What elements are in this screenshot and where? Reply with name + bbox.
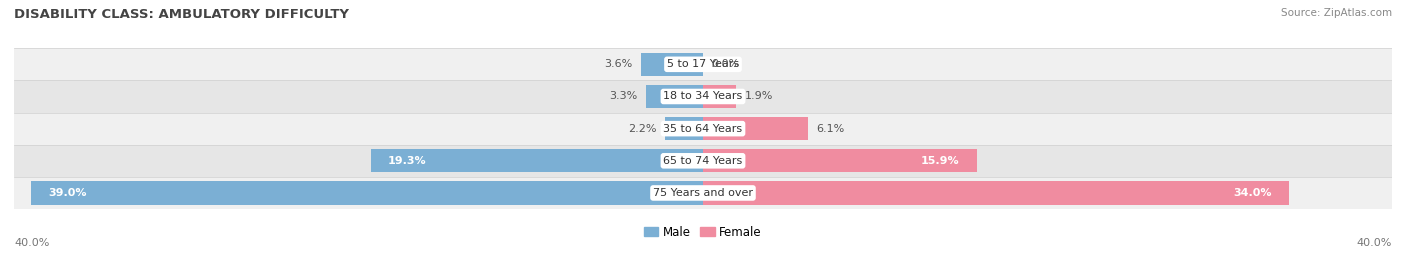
- Text: Source: ZipAtlas.com: Source: ZipAtlas.com: [1281, 8, 1392, 18]
- Bar: [703, 117, 808, 140]
- Text: 0.0%: 0.0%: [711, 59, 740, 69]
- Text: 75 Years and over: 75 Years and over: [652, 188, 754, 198]
- Text: 1.9%: 1.9%: [744, 91, 773, 102]
- Text: 5 to 17 Years: 5 to 17 Years: [666, 59, 740, 69]
- Bar: [647, 85, 703, 108]
- Bar: [14, 145, 1392, 177]
- Text: 2.2%: 2.2%: [628, 124, 657, 134]
- Text: DISABILITY CLASS: AMBULATORY DIFFICULTY: DISABILITY CLASS: AMBULATORY DIFFICULTY: [14, 8, 349, 21]
- Text: 3.3%: 3.3%: [609, 91, 637, 102]
- Text: 65 to 74 Years: 65 to 74 Years: [664, 156, 742, 166]
- Bar: [665, 117, 703, 140]
- Text: 18 to 34 Years: 18 to 34 Years: [664, 91, 742, 102]
- Bar: [703, 149, 977, 172]
- Bar: [31, 181, 703, 204]
- Text: 15.9%: 15.9%: [921, 156, 960, 166]
- Text: 40.0%: 40.0%: [14, 238, 49, 248]
- Text: 34.0%: 34.0%: [1233, 188, 1271, 198]
- Bar: [14, 48, 1392, 80]
- Text: 6.1%: 6.1%: [817, 124, 845, 134]
- Legend: Male, Female: Male, Female: [644, 225, 762, 239]
- Bar: [641, 53, 703, 76]
- Bar: [703, 181, 1289, 204]
- Bar: [703, 85, 735, 108]
- Bar: [371, 149, 703, 172]
- Bar: [14, 113, 1392, 145]
- Text: 3.6%: 3.6%: [605, 59, 633, 69]
- Text: 40.0%: 40.0%: [1357, 238, 1392, 248]
- Bar: [14, 177, 1392, 209]
- Bar: [14, 80, 1392, 113]
- Text: 39.0%: 39.0%: [48, 188, 87, 198]
- Text: 35 to 64 Years: 35 to 64 Years: [664, 124, 742, 134]
- Text: 19.3%: 19.3%: [388, 156, 426, 166]
